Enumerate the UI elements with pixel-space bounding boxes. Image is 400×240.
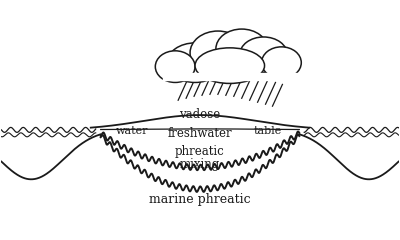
Text: freshwater
phreatic: freshwater phreatic: [168, 127, 232, 158]
Ellipse shape: [216, 29, 268, 69]
Text: vadose: vadose: [179, 108, 221, 121]
Text: marine phreatic: marine phreatic: [149, 192, 251, 206]
Text: water: water: [116, 126, 148, 136]
Ellipse shape: [167, 43, 223, 82]
Ellipse shape: [195, 48, 264, 84]
Ellipse shape: [155, 51, 195, 82]
Ellipse shape: [240, 37, 287, 72]
Ellipse shape: [190, 31, 246, 75]
Text: mixing: mixing: [180, 158, 220, 171]
Ellipse shape: [262, 47, 301, 78]
Text: table: table: [254, 126, 282, 136]
